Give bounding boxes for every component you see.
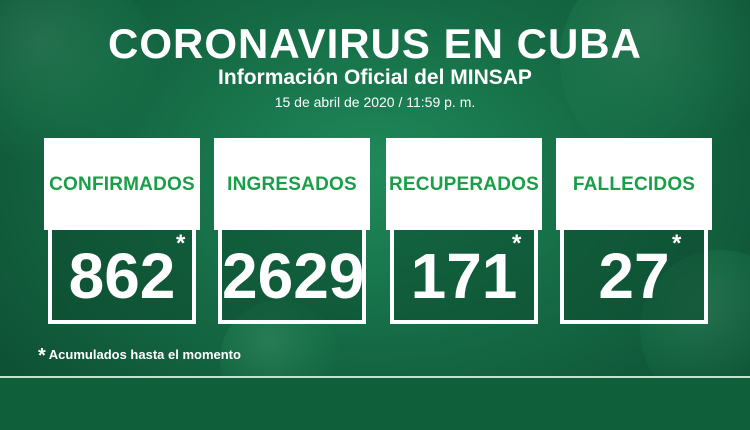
divider bbox=[0, 376, 750, 378]
footnote: * Acumulados hasta el momento bbox=[38, 345, 241, 368]
card-value: 27 bbox=[598, 240, 670, 312]
report-date: 15 de abril de 2020 / 11:59 p. m. bbox=[274, 94, 476, 110]
card-header: FALLECIDOS bbox=[556, 138, 712, 230]
bottom-band bbox=[0, 378, 750, 430]
card-label: INGRESADOS bbox=[227, 174, 357, 195]
card-body: 27 * bbox=[560, 230, 708, 324]
stat-card-ingresados: INGRESADOS 2629 bbox=[214, 138, 370, 324]
page-subtitle: Información Oficial del MINSAP bbox=[218, 66, 532, 89]
card-body: 862 * bbox=[48, 230, 196, 324]
footnote-text: Acumulados hasta el momento bbox=[48, 347, 241, 362]
card-body: 171 * bbox=[390, 230, 538, 324]
stat-card-confirmados: CONFIRMADOS 862 * bbox=[44, 138, 200, 324]
asterisk-mark: * bbox=[672, 230, 682, 257]
card-value: 2629 bbox=[222, 240, 365, 312]
asterisk-mark: * bbox=[176, 230, 186, 257]
stat-card-fallecidos: FALLECIDOS 27 * bbox=[556, 138, 712, 324]
card-label: FALLECIDOS bbox=[572, 174, 696, 195]
card-value: 171 bbox=[410, 240, 518, 312]
card-body: 2629 bbox=[218, 230, 366, 324]
card-header: INGRESADOS bbox=[214, 138, 370, 230]
page-title: CORONAVIRUS EN CUBA bbox=[108, 20, 642, 67]
footnote-asterisk: * bbox=[38, 345, 46, 367]
stat-card-recuperados: RECUPERADOS 171 * bbox=[386, 138, 542, 324]
card-label: RECUPERADOS bbox=[389, 174, 539, 195]
card-label: CONFIRMADOS bbox=[49, 174, 195, 195]
asterisk-mark: * bbox=[512, 230, 522, 257]
card-value: 862 bbox=[68, 240, 176, 312]
card-header: CONFIRMADOS bbox=[44, 138, 200, 230]
card-header: RECUPERADOS bbox=[386, 138, 542, 230]
